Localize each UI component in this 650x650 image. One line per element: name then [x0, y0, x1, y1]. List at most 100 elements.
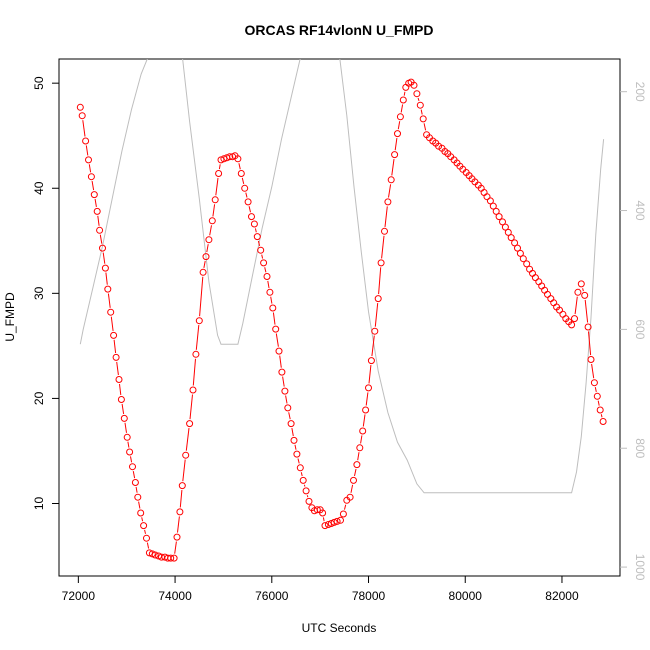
data-point — [90, 191, 98, 199]
primary-series-segment — [400, 104, 404, 113]
x-tick-label: 80000 — [449, 589, 483, 603]
data-point — [374, 295, 382, 303]
data-point — [96, 226, 104, 234]
primary-series-segment — [138, 501, 141, 509]
primary-series-segment — [285, 395, 288, 404]
y-tick-label: 50 — [32, 76, 46, 90]
primary-series-segment — [195, 325, 200, 350]
data-point — [319, 509, 327, 517]
primary-series-segment — [600, 414, 603, 418]
primary-series-segment — [182, 459, 186, 482]
primary-series-segment — [384, 206, 388, 227]
data-point — [519, 255, 527, 263]
primary-series-segment — [362, 414, 366, 427]
primary-series-segment — [174, 541, 177, 554]
data-point — [574, 288, 582, 296]
data-point — [514, 244, 521, 252]
data-point — [82, 137, 90, 145]
x-axis: 72000 74000 76000 78000 80000 82000 — [62, 576, 579, 603]
data-point — [129, 463, 136, 471]
data-point — [492, 207, 500, 215]
data-point — [523, 260, 531, 268]
primary-series-segment — [116, 361, 119, 376]
primary-series-segment — [288, 412, 291, 420]
primary-series-segment — [371, 335, 375, 357]
data-point — [199, 268, 207, 276]
primary-series-segment — [179, 490, 183, 508]
primary-series-segment — [282, 376, 285, 387]
y-tick-label: 40 — [32, 181, 46, 195]
primary-series-segment — [584, 299, 589, 323]
primary-series-segment — [391, 159, 395, 176]
primary-series-segment — [192, 358, 196, 386]
primary-series-segment — [368, 365, 372, 384]
data-point — [170, 554, 178, 562]
primary-series-segment — [241, 177, 245, 185]
data-point — [123, 433, 131, 441]
primary-series-segment — [212, 204, 216, 217]
data-point — [112, 353, 120, 361]
data-point — [226, 153, 234, 161]
primary-series-segment — [206, 244, 209, 253]
data-point — [587, 356, 595, 363]
primary-series-segment — [357, 452, 360, 461]
data-point — [205, 236, 213, 244]
primary-series-segment — [209, 225, 212, 236]
data-point — [208, 217, 216, 225]
data-point — [339, 510, 347, 518]
data-point — [333, 517, 341, 525]
primary-series-segment — [275, 333, 279, 347]
data-point — [120, 414, 128, 422]
data-point — [556, 306, 563, 314]
data-point — [435, 142, 443, 150]
primary-series-segment — [594, 386, 597, 393]
primary-series-segment — [574, 296, 578, 315]
y-axis-right: 200 400 600 800 1000 — [620, 82, 647, 581]
primary-series-segment — [261, 254, 264, 259]
data-point — [140, 522, 148, 530]
right-y-tick-label: 800 — [633, 438, 647, 458]
primary-series-segment — [185, 428, 190, 451]
data-point — [337, 516, 344, 524]
series-primary — [76, 78, 607, 562]
primary-series-segment — [300, 472, 303, 477]
data-point — [293, 450, 301, 458]
data-point — [237, 170, 245, 177]
data-point — [483, 193, 491, 201]
primary-series-segment — [91, 181, 95, 191]
primary-series-segment — [85, 145, 89, 156]
primary-series-segment — [245, 192, 248, 198]
data-point — [330, 518, 338, 526]
data-point — [596, 406, 604, 414]
secondary-series-line — [79, 59, 605, 494]
data-point — [110, 331, 118, 339]
primary-series-segment — [82, 120, 86, 137]
data-point — [107, 308, 115, 316]
data-point — [241, 184, 249, 192]
data-point — [104, 285, 112, 293]
primary-series-segment — [420, 109, 423, 115]
primary-series-segment — [257, 240, 261, 247]
data-point — [511, 239, 519, 247]
data-point — [134, 493, 142, 501]
data-point — [571, 315, 578, 323]
data-point — [281, 387, 289, 395]
primary-series-segment — [378, 267, 382, 295]
data-point — [544, 290, 551, 298]
data-point — [117, 396, 125, 403]
primary-series-segment — [306, 495, 309, 498]
primary-series-segment — [279, 355, 282, 368]
primary-series-segment — [110, 316, 114, 331]
primary-series-segment — [124, 422, 127, 433]
data-point — [499, 218, 506, 226]
primary-series-segment — [144, 529, 146, 534]
primary-series-segment — [238, 163, 241, 170]
primary-series-segment — [94, 198, 97, 207]
data-point — [167, 554, 175, 562]
data-point — [356, 444, 364, 452]
data-point — [220, 155, 228, 163]
data-point — [87, 173, 95, 181]
data-point — [93, 207, 101, 215]
data-point — [350, 476, 357, 484]
